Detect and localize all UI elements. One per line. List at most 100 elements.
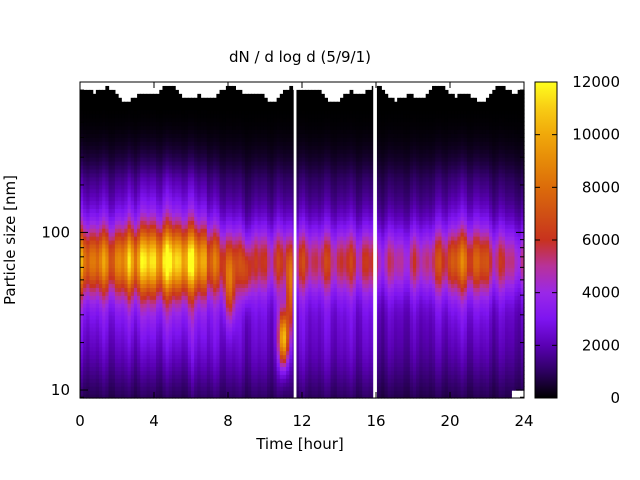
heatmap-cell [108, 382, 113, 387]
heatmap-cell [137, 192, 141, 198]
heatmap-cell [260, 93, 265, 99]
heatmap-cell [99, 141, 103, 146]
heatmap-cell [137, 259, 141, 265]
heatmap-cell [130, 378, 135, 383]
heatmap-cell [127, 113, 132, 119]
heatmap-cell [146, 259, 151, 265]
heatmap-cell [102, 192, 106, 198]
heatmap-cell [99, 370, 103, 375]
heatmap-cell [178, 93, 183, 99]
heatmap-cell [140, 232, 145, 237]
heatmap-cell [118, 149, 122, 154]
heatmap-cell [146, 319, 151, 324]
heatmap-cell [130, 322, 135, 328]
heatmap-cell [80, 93, 84, 99]
heatmap-cell [95, 200, 100, 206]
heatmap-cell [146, 303, 151, 308]
heatmap-cell [140, 267, 145, 273]
heatmap-cell [127, 153, 132, 158]
heatmap-cell [89, 240, 94, 245]
heatmap-cell [111, 326, 116, 332]
heatmap-cell [86, 125, 91, 130]
heatmap-cell [133, 232, 138, 237]
heatmap-cell [124, 259, 129, 265]
heatmap-cell [121, 164, 125, 170]
heatmap-cell [140, 275, 145, 281]
heatmap-cell [95, 322, 100, 328]
heatmap-cell [108, 105, 113, 111]
heatmap-cell [124, 315, 129, 320]
heatmap-cell [83, 358, 87, 364]
heatmap-cell [86, 299, 91, 304]
heatmap-cell [105, 200, 110, 206]
heatmap-cell [89, 192, 94, 198]
heatmap-cell [130, 311, 135, 316]
heatmap-cell [118, 330, 122, 336]
heatmap-cell [80, 247, 84, 253]
heatmap-cell [143, 172, 148, 178]
heatmap-cell [121, 243, 125, 249]
heatmap-cell [127, 232, 132, 237]
heatmap-cell [86, 247, 91, 253]
heatmap-cell [89, 326, 94, 332]
heatmap-cell [111, 247, 116, 253]
heatmap-cell [92, 319, 97, 324]
heatmap-cell [133, 164, 138, 170]
heatmap-cell [118, 243, 122, 249]
heatmap-cell [124, 295, 129, 300]
heatmap-cell [80, 240, 84, 245]
heatmap-cell [130, 370, 135, 375]
heatmap-cell [95, 240, 100, 245]
heatmap-cell [114, 366, 119, 371]
heatmap-cell [89, 184, 94, 190]
heatmap-cell [130, 255, 135, 261]
heatmap-cell [105, 251, 110, 257]
heatmap-cell [108, 362, 113, 367]
heatmap-cell [80, 212, 84, 217]
heatmap-cell [99, 354, 103, 360]
heatmap-cell [127, 161, 132, 166]
heatmap-cell [102, 338, 106, 344]
heatmap-cell [146, 232, 151, 237]
heatmap-cell [118, 350, 122, 356]
heatmap-cell [86, 93, 91, 99]
heatmap-cell [80, 259, 84, 265]
heatmap-cell [92, 224, 97, 229]
heatmap-cell [99, 161, 103, 166]
heatmap-cell [143, 180, 148, 186]
heatmap-cell [146, 200, 151, 206]
heatmap-cell [108, 216, 113, 221]
heatmap-cell [95, 164, 100, 170]
heatmap-cell [95, 216, 100, 221]
heatmap-cell [133, 97, 138, 103]
heatmap-cell [83, 275, 87, 281]
heatmap-cell [133, 109, 138, 115]
heatmap-cell [124, 168, 129, 174]
heatmap-cell [102, 141, 106, 146]
heatmap-cell [95, 247, 100, 253]
heatmap-cell [114, 394, 119, 399]
heatmap-cell [80, 275, 84, 281]
heatmap-cell [127, 350, 132, 356]
heatmap-cell [121, 382, 125, 387]
heatmap-cell [99, 326, 103, 332]
heatmap-cell [99, 109, 103, 115]
heatmap-cell [80, 326, 84, 332]
heatmap-cell [114, 287, 119, 292]
heatmap-cell [92, 370, 97, 375]
heatmap-cell [124, 204, 129, 209]
heatmap-cell [89, 168, 94, 174]
heatmap-cell [105, 164, 110, 170]
heatmap-cell [143, 109, 148, 115]
heatmap-cell [146, 362, 151, 367]
heatmap-cell [121, 267, 125, 273]
heatmap-cell [124, 275, 129, 281]
heatmap-cell [137, 311, 141, 316]
heatmap-cell [127, 271, 132, 277]
heatmap-cell [108, 200, 113, 206]
heatmap-cell [118, 224, 122, 229]
heatmap-cell [130, 307, 135, 312]
heatmap-cell [130, 129, 135, 134]
heatmap-cell [111, 370, 116, 375]
heatmap-cell [105, 338, 110, 344]
